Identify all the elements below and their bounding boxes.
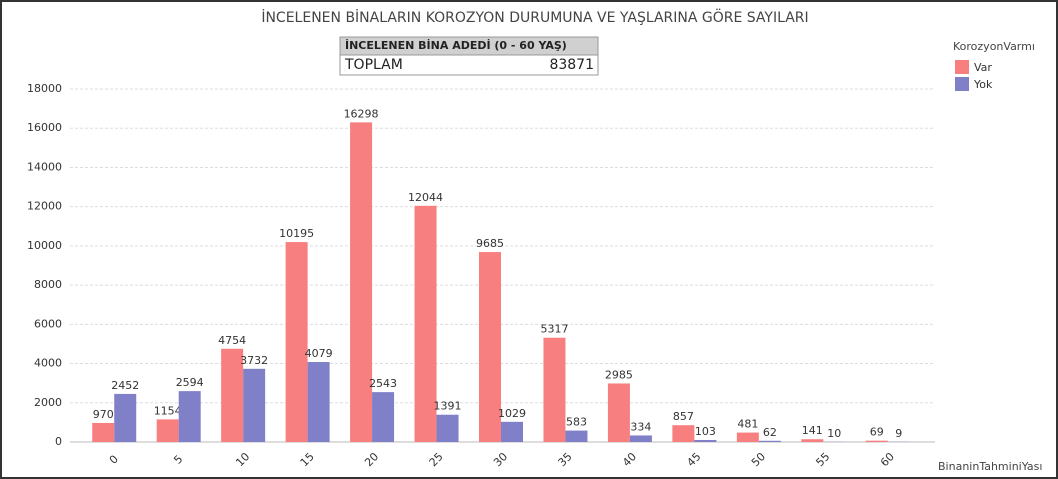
value-label: 1391 [434,400,462,413]
bar [758,440,781,442]
table-row-bg [339,54,599,76]
value-label: 1154 [154,404,182,417]
y-tick-label: 10000 [27,239,62,252]
bar [221,348,244,442]
legend-swatch [955,60,969,74]
bar [607,383,630,442]
value-label: 2543 [369,377,397,390]
value-label: 141 [802,424,823,437]
legend-swatch [955,77,969,91]
bar [479,252,501,442]
y-tick-label: 14000 [27,160,62,173]
value-label: 62 [763,426,777,439]
value-label: 481 [737,418,758,431]
bar [694,439,717,442]
y-tick-label: 8000 [34,278,62,291]
legend-label: Var [974,61,992,74]
value-label: 5317 [540,323,568,336]
bar [307,362,330,442]
bar [156,419,179,442]
value-label: 9 [895,427,902,440]
value-label: 1029 [498,407,526,420]
y-tick-label: 6000 [34,317,62,330]
value-label: 2594 [176,376,204,389]
value-label: 10195 [279,227,314,240]
y-tick-label: 2000 [34,396,62,409]
bar [285,242,308,442]
bar [865,440,888,442]
value-label: 334 [630,420,651,433]
bar [350,122,373,442]
bar [414,205,437,442]
table-header: İNCELENEN BİNA ADEDİ (0 - 60 YAŞ) [345,38,567,52]
bar [114,393,137,442]
table-value: 83871 [549,57,594,73]
value-label: 16298 [344,107,379,120]
value-label: 12044 [408,191,443,204]
bar [372,392,395,442]
value-label: 4754 [218,334,246,347]
bar [629,435,652,442]
bar [736,432,759,442]
bar [178,391,201,442]
value-label: 10 [827,427,841,440]
value-label: 857 [673,410,694,423]
bar [565,430,588,442]
value-label: 69 [870,426,884,439]
value-label: 4079 [305,347,333,360]
y-tick-label: 12000 [27,200,62,213]
chart-title: İNCELENEN BİNALARIN KOROZYON DURUMUNA VE… [261,8,808,26]
bar [436,414,459,442]
value-label: 103 [695,425,716,438]
bar [801,439,824,442]
bar [501,421,523,442]
bar [543,337,566,442]
y-tick-label: 18000 [27,82,62,95]
y-tick-label: 4000 [34,357,62,370]
legend-label: Yok [973,78,993,91]
value-label: 9685 [476,237,504,250]
value-label: 2985 [605,368,633,381]
y-tick-label: 16000 [27,121,62,134]
legend-title: KorozyonVarmı [953,40,1035,53]
value-label: 583 [566,416,587,429]
bar [672,425,695,442]
bar [243,368,266,442]
value-label: 3732 [240,354,268,367]
x-axis-label: BinaninTahminiYası [938,460,1042,473]
value-label: 2452 [111,379,139,392]
table-label: TOPLAM [344,57,403,73]
bar [92,422,115,442]
value-label: 970 [93,408,114,421]
y-tick-label: 0 [55,435,62,448]
